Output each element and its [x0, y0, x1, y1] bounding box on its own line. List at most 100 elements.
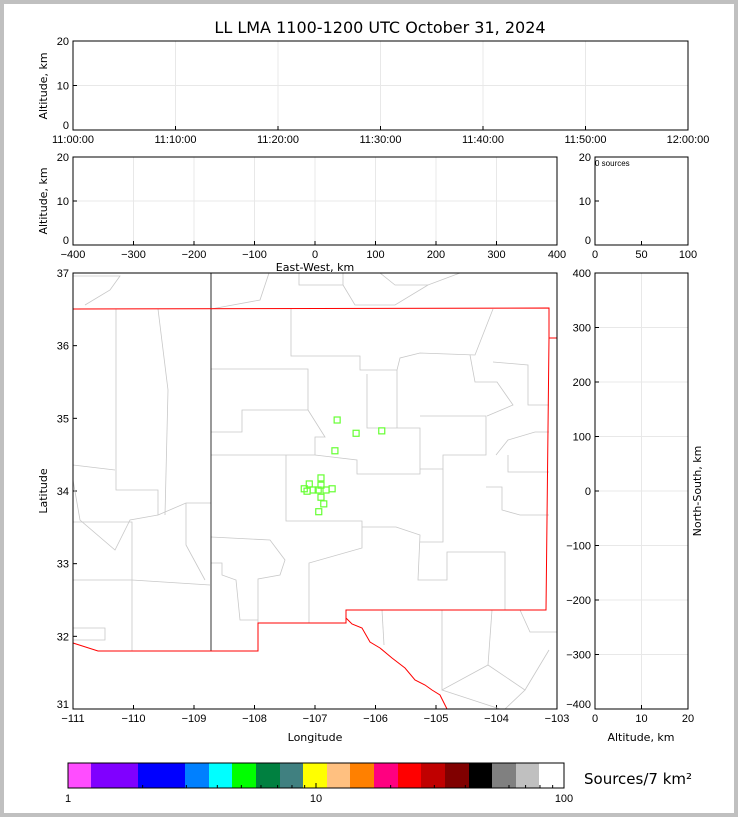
colorbar-segment [138, 763, 185, 788]
x-tick-label: 200 [427, 249, 445, 261]
y-tick-label: 33 [57, 559, 69, 571]
x-tick-label: 0 [592, 249, 598, 261]
source-marker [303, 487, 311, 495]
y-tick-label: 300 [573, 323, 591, 335]
axes-frame [72, 40, 689, 131]
x-tick-label: −110 [122, 713, 146, 725]
county-boundary [115, 309, 211, 516]
county-boundary [362, 526, 506, 610]
x-tick-label: −107 [303, 713, 328, 725]
x-tick-label: 11:00:00 [52, 134, 94, 146]
colorbar-segment [280, 763, 303, 788]
panel-north-south-vs-altitude: 0 10 20 400 300 200 100 0 −100 −200 −300 −400 [566, 268, 694, 725]
source-marker [317, 474, 325, 482]
colorbar-segment [232, 763, 256, 788]
x-tick-label: 11:10:00 [154, 134, 196, 146]
panel-plan-view-map: −111 −110 −109 −108 −107 −106 −105 −104 −103 31 32… [57, 268, 570, 725]
county-boundary [441, 689, 501, 710]
y-tick-label: 31 [57, 699, 69, 711]
source-marker [305, 480, 313, 488]
axes-frame [594, 156, 689, 246]
county-boundary [185, 503, 206, 581]
x-tick-label: −109 [182, 713, 207, 725]
x-tick-label: 11:20:00 [257, 134, 299, 146]
county-boundary [379, 272, 461, 286]
source-marker [331, 447, 339, 455]
colorbar-segment [445, 763, 469, 788]
colorbar-segment [303, 763, 327, 788]
y-tick-label: 10 [579, 196, 591, 208]
y-tick-label: 400 [573, 268, 591, 280]
colorbar: 1 10 100 [65, 762, 573, 805]
y-tick-label: 34 [57, 486, 69, 498]
colorbar-segment [469, 763, 492, 788]
x-tick-label: −200 [182, 249, 207, 261]
colorbar-tick-label: 100 [555, 793, 573, 805]
y-tick-label: 0 [585, 235, 591, 247]
colorbar-segment [68, 763, 91, 788]
county-boundary [72, 464, 116, 471]
x-tick-label: 100 [366, 249, 384, 261]
colorbar-segment [421, 763, 445, 788]
county-boundary [487, 609, 493, 666]
source-marker [314, 486, 322, 494]
time-ylabel: Altitude, km [37, 52, 50, 119]
x-tick-label: 20 [682, 713, 694, 725]
colorbar-segment [256, 763, 280, 788]
colorbar-tick-label: 10 [310, 793, 322, 805]
state-border-north [72, 307, 557, 339]
colorbar-segment [539, 763, 564, 788]
county-boundary [507, 455, 549, 473]
x-tick-label: −108 [242, 713, 267, 725]
county-boundary [211, 409, 326, 456]
y-tick-label: 32 [57, 631, 69, 643]
county-boundary [73, 627, 106, 641]
figure-background [4, 4, 734, 813]
county-boundary [73, 275, 121, 306]
source-marker [333, 416, 341, 424]
figure-title: LL LMA 1100-1200 UTC October 31, 2024 [214, 18, 545, 37]
county-boundary [420, 469, 444, 543]
county-boundary [157, 308, 169, 516]
x-tick-label: 12:00:00 [667, 134, 710, 146]
axes-frame [594, 272, 689, 710]
ew-ylabel: Altitude, km [37, 167, 50, 234]
axes-frame [72, 156, 558, 246]
state-border-south-west [72, 610, 347, 652]
colorbar-segment [398, 763, 421, 788]
source-count-annotation: 0 sources [595, 159, 630, 168]
x-tick-label: 400 [548, 249, 566, 261]
county-boundary [486, 486, 549, 516]
y-tick-label: 10 [57, 81, 69, 93]
x-tick-label: 11:50:00 [564, 134, 606, 146]
source-marker [320, 500, 328, 508]
x-tick-label: −100 [242, 249, 267, 261]
colorbar-segment [185, 763, 209, 788]
county-boundary [495, 431, 549, 456]
y-tick-label: 10 [57, 196, 69, 208]
county-boundary [210, 272, 270, 310]
map-borders [72, 272, 557, 710]
x-tick-label: −103 [545, 713, 570, 725]
colorbar-segment [209, 763, 232, 788]
x-tick-label: 100 [679, 249, 697, 261]
county-boundary [72, 479, 159, 551]
x-tick-label: 11:40:00 [462, 134, 504, 146]
source-marker [315, 508, 323, 516]
x-tick-label: −106 [363, 713, 388, 725]
ns-ylabel: North-South, km [691, 446, 704, 537]
panel-altitude-vs-east-west: −400 −300 −200 −100 0 100 200 300 400 0 10 20 [57, 152, 566, 261]
map-xlabel: Longitude [288, 731, 343, 744]
source-marker [317, 493, 325, 501]
y-tick-label: 200 [573, 377, 591, 389]
county-boundary [285, 455, 363, 623]
y-tick-label: 0 [63, 235, 69, 247]
county-boundary [524, 649, 550, 691]
source-marker [352, 429, 360, 437]
colorbar-label: Sources/7 km² [584, 770, 692, 788]
colorbar-segment [492, 763, 516, 788]
county-boundary [73, 579, 211, 586]
y-tick-label: −400 [566, 699, 591, 711]
axes-frame [72, 272, 558, 710]
